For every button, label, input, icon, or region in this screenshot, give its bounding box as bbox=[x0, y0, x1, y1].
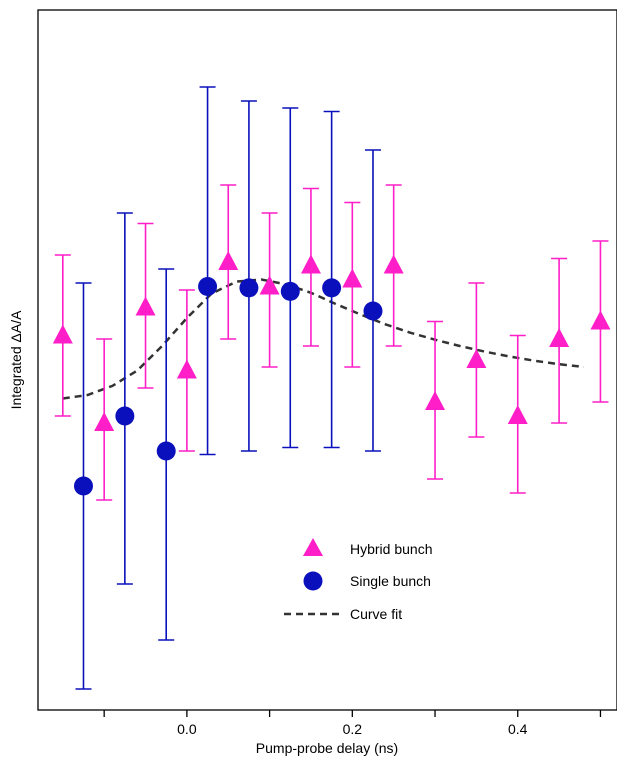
hybrid-bunch-point bbox=[176, 359, 197, 379]
single-bunch-point bbox=[363, 301, 383, 321]
legend: Hybrid bunch Single bunch Curve fit bbox=[284, 538, 433, 622]
single-bunch-point bbox=[198, 277, 218, 296]
hybrid-bunch-point bbox=[135, 296, 156, 316]
hybrid-bunch-point bbox=[52, 324, 73, 344]
legend-label-curve: Curve fit bbox=[350, 606, 402, 622]
single-bunch-point bbox=[73, 476, 93, 496]
x-axis-ticks: 0.0 0.2 0.4 bbox=[103, 710, 602, 737]
legend-triangle-icon bbox=[303, 538, 323, 556]
single-bunch-point bbox=[115, 406, 135, 426]
hybrid-bunch-point bbox=[218, 251, 239, 270]
plot-frame bbox=[37, 9, 617, 711]
hybrid-bunch-point bbox=[342, 268, 363, 288]
x-tick-label: 0.0 bbox=[177, 721, 197, 737]
hybrid-bunch-point bbox=[549, 328, 570, 347]
single-bunch-point bbox=[156, 441, 176, 461]
legend-label-hybrid: Hybrid bunch bbox=[350, 541, 433, 557]
single-bunch-point bbox=[280, 281, 300, 301]
single-bunch-point bbox=[322, 278, 342, 298]
single-bunch-point bbox=[239, 278, 259, 298]
hybrid-bunch-point bbox=[507, 405, 528, 424]
error-bars bbox=[54, 86, 609, 690]
hybrid-bunch-point bbox=[590, 310, 611, 330]
hybrid-bunch-point bbox=[94, 412, 115, 431]
hybrid-bunch-point bbox=[300, 254, 321, 274]
legend-circle-icon bbox=[303, 571, 323, 591]
legend-label-single: Single bunch bbox=[350, 573, 431, 589]
x-tick-label: 0.2 bbox=[343, 721, 363, 737]
x-axis-label: Pump-probe delay (ns) bbox=[256, 740, 398, 756]
x-tick-label: 0.4 bbox=[508, 721, 528, 737]
hybrid-bunch-point bbox=[259, 275, 280, 295]
hybrid-bunch-point bbox=[425, 391, 446, 410]
hybrid-bunch-point bbox=[466, 349, 487, 368]
y-axis-label: Integrated ΔA/A bbox=[8, 310, 24, 410]
hybrid-bunch-point bbox=[383, 254, 404, 274]
data-markers bbox=[52, 251, 611, 496]
curve-fit-series bbox=[62, 278, 585, 400]
curve-fit-line bbox=[62, 278, 585, 400]
